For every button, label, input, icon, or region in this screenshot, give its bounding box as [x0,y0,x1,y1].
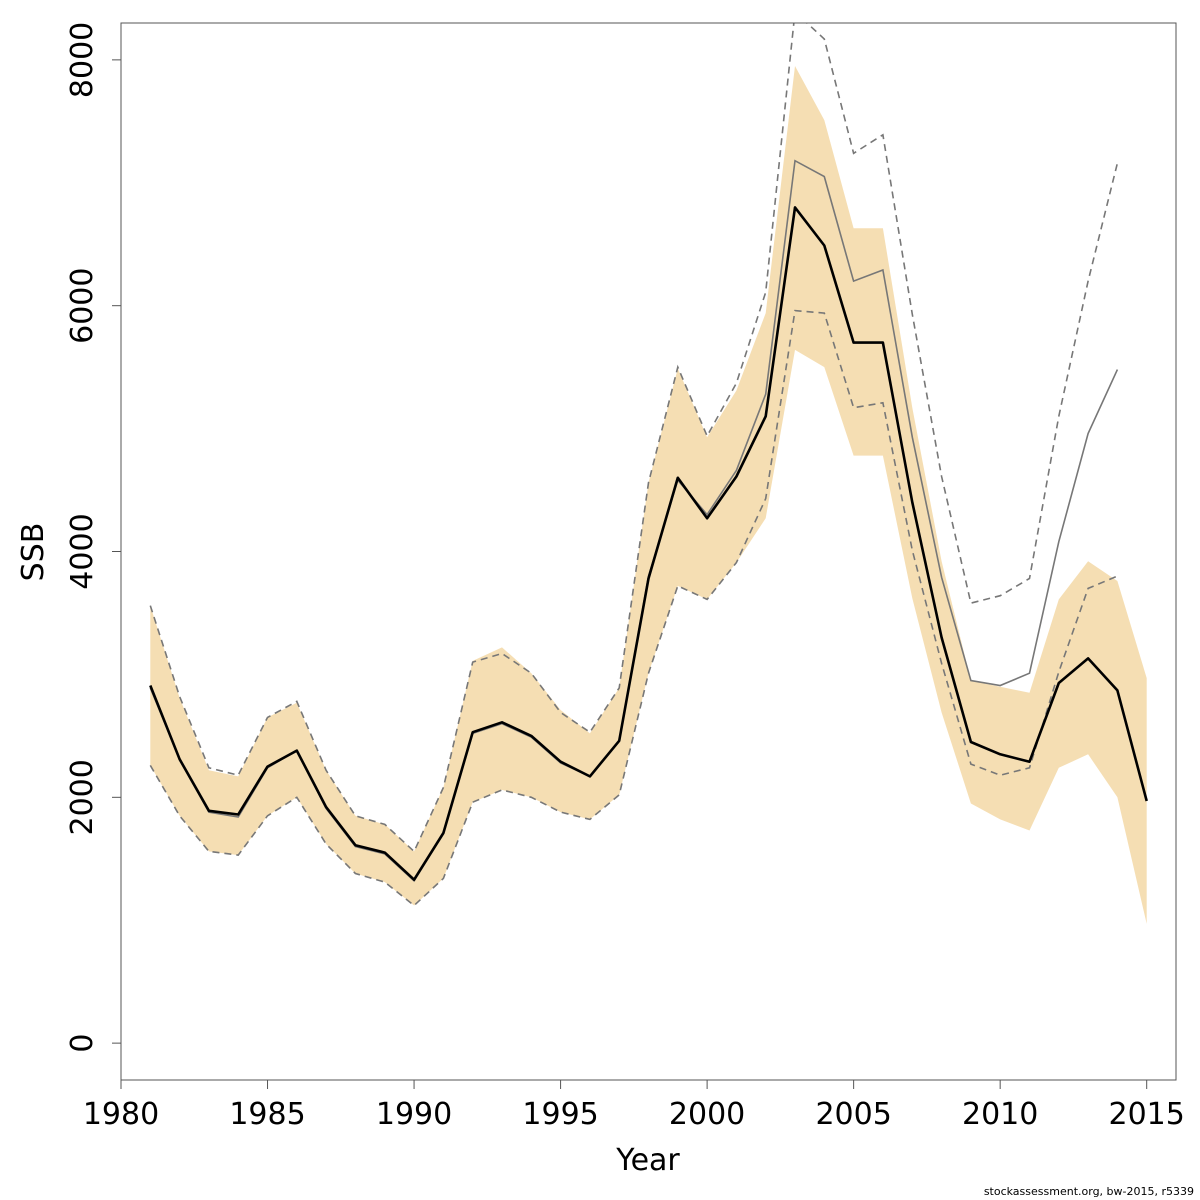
current-estimate-line [149,206,1148,882]
y-tick-label: 2000 [65,759,100,835]
y-tick-label: 6000 [65,268,100,344]
x-tick-label: 1980 [83,1097,159,1132]
footer-note: stockassessment.org, bw-2015, r5339 [983,1185,1194,1198]
y-tick-label: 8000 [65,22,100,98]
y-tick-label: 4000 [65,513,100,589]
x-tick-label: 1995 [522,1097,598,1132]
x-tick-label: 2000 [669,1097,745,1132]
x-tick-label: 2010 [962,1097,1038,1132]
x-tick-label: 2005 [815,1097,891,1132]
previous-lower-bound-line [149,309,1118,907]
x-axis: 1980 1985 1990 1995 2000 2005 2010 2015 [83,1079,1185,1132]
previous-upper-bound-line [149,23,1119,853]
y-axis: 0 2000 4000 6000 8000 [65,22,122,1053]
y-axis-title: SSB [16,523,51,582]
x-tick-label: 2015 [1109,1097,1185,1132]
confidence-band-current [150,66,1147,924]
plot-area [149,23,1148,924]
x-tick-label: 1990 [376,1097,452,1132]
y-tick-label: 0 [65,1034,100,1053]
x-axis-title: Year [615,1143,680,1178]
x-tick-label: 1985 [229,1097,305,1132]
